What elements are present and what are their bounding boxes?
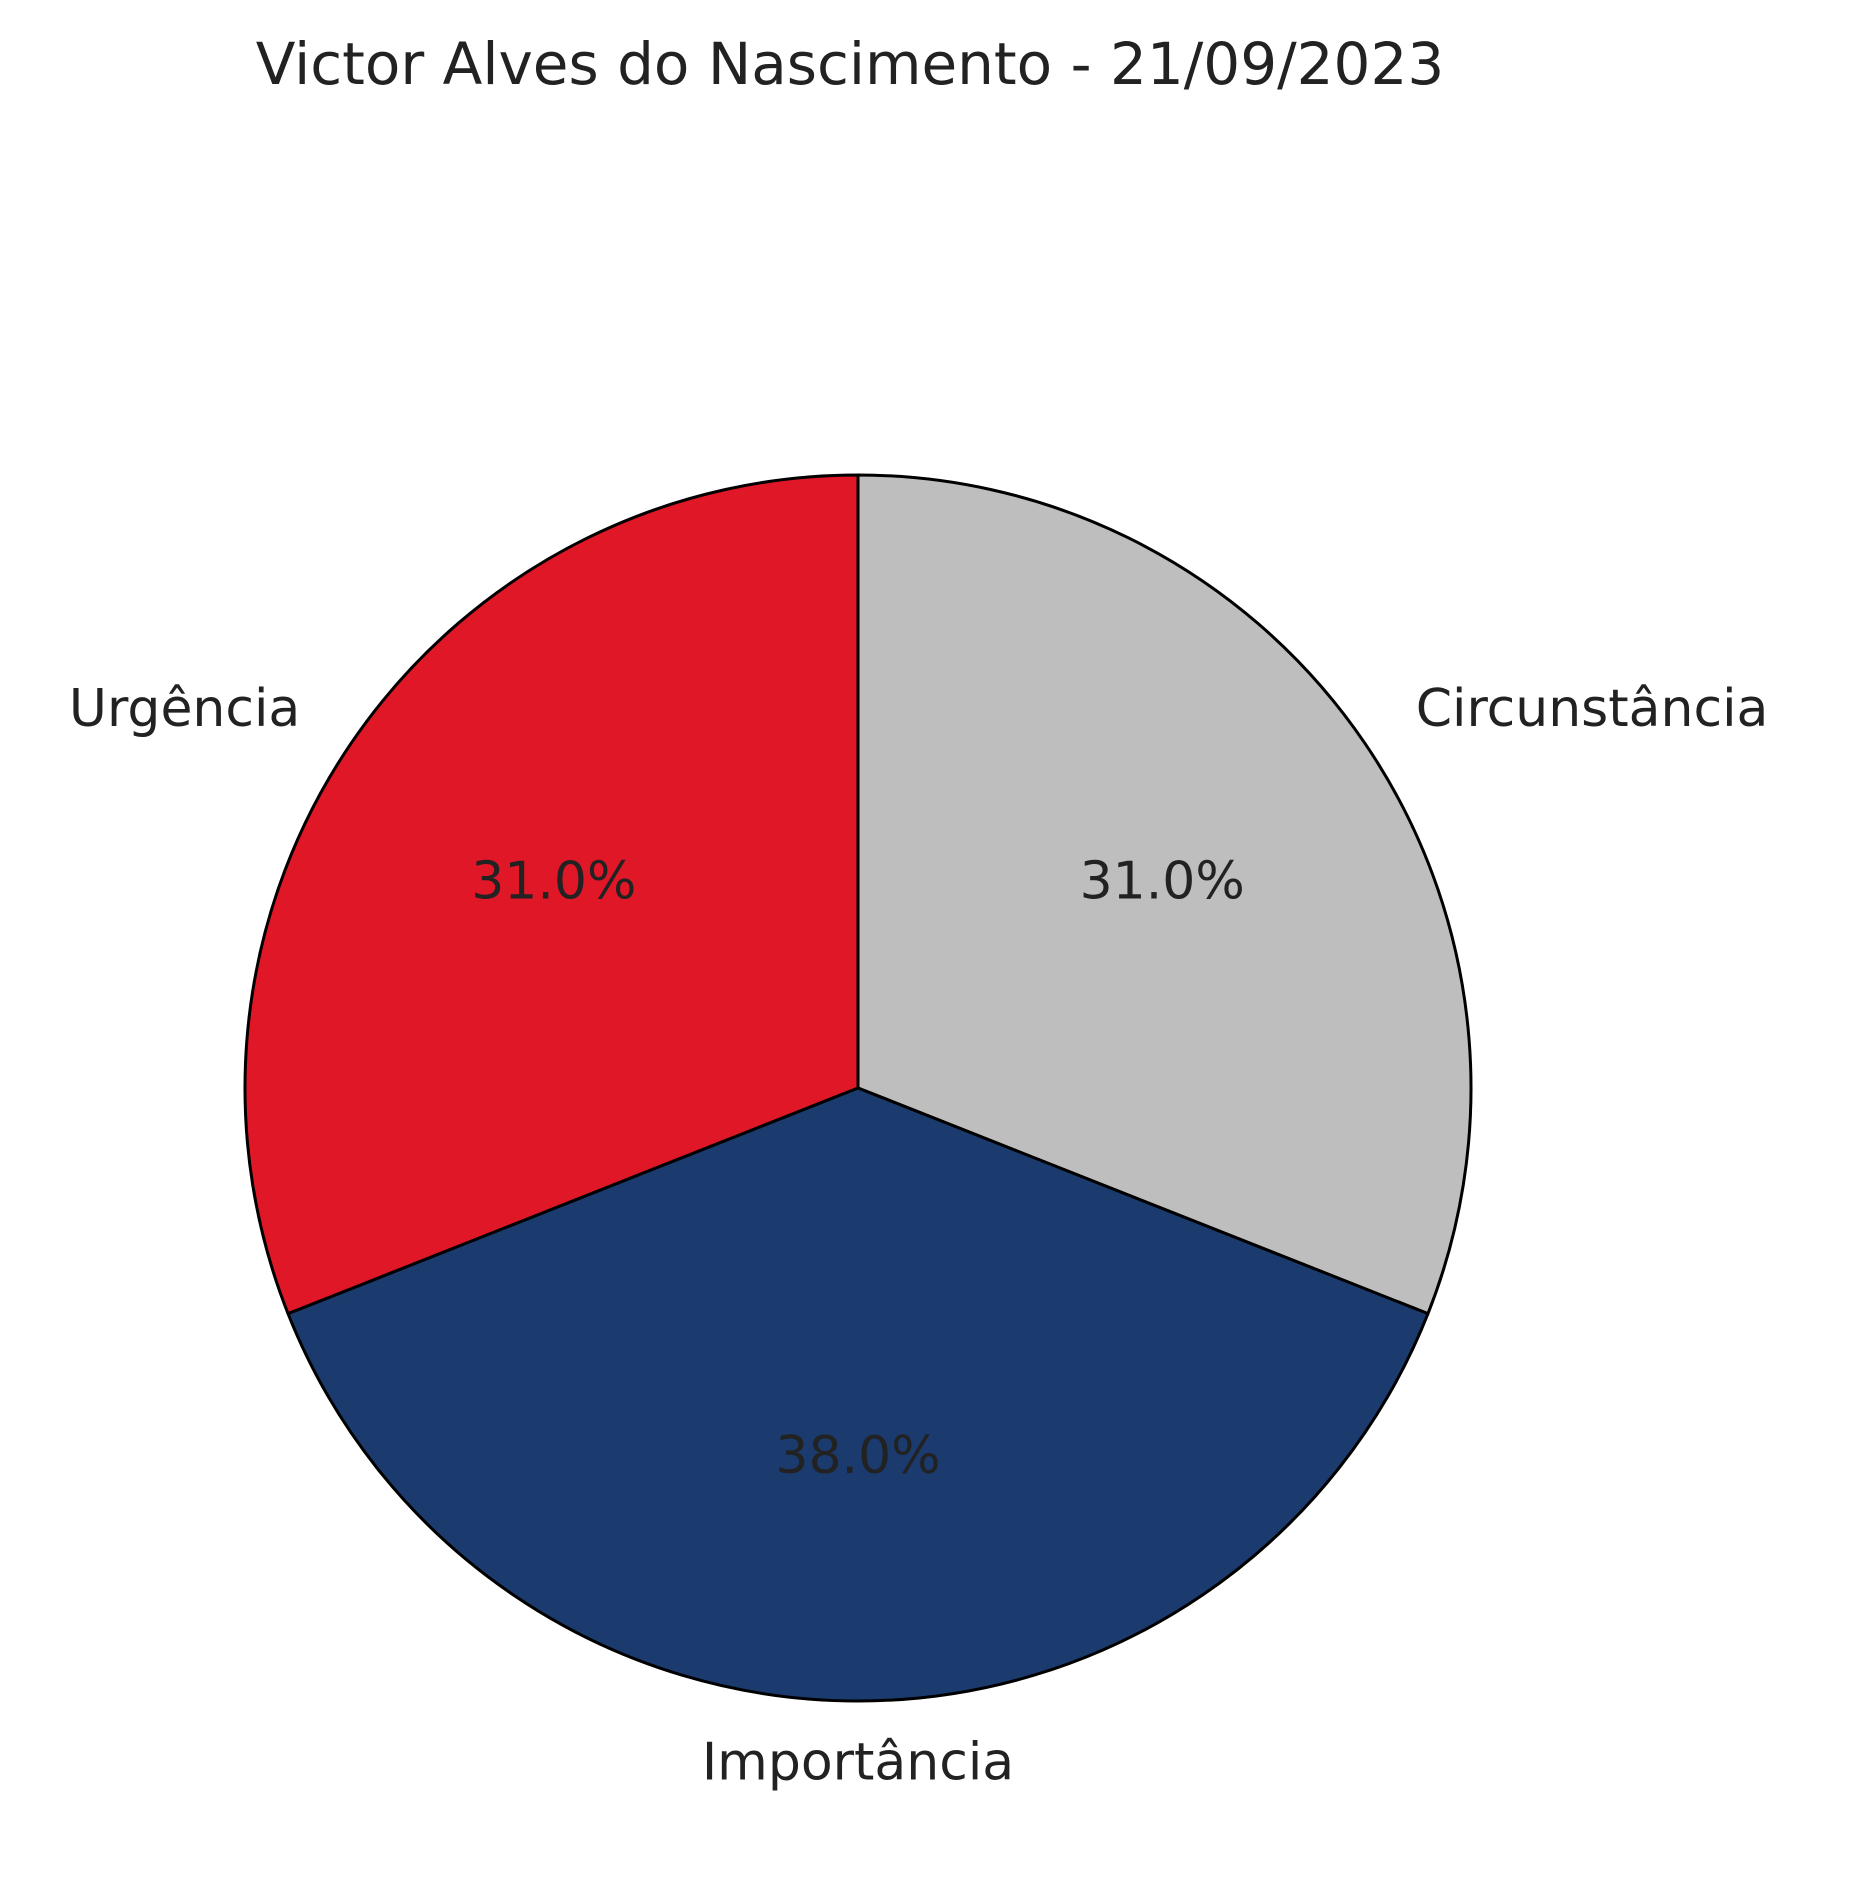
pct-label-circunstancia: 31.0% [1080, 851, 1245, 911]
slice-label-importancia: Importância [702, 1732, 1014, 1792]
pie-slices [243, 473, 1473, 1703]
pct-label-urgencia: 31.0% [471, 851, 636, 911]
slice-label-circunstancia: Circunstância [1416, 679, 1769, 739]
chart-title: Victor Alves do Nascimento - 21/09/2023 [256, 30, 1445, 98]
pie-slice-importancia [286, 1086, 1430, 1703]
pie-slice-urgencia [243, 473, 860, 1316]
pie-slice-circunstancia [856, 473, 1473, 1316]
percentage-labels: 31.0% 38.0% 31.0% [471, 851, 1245, 1486]
pct-label-importancia: 38.0% [775, 1426, 940, 1486]
slice-label-urgencia: Urgência [69, 679, 300, 739]
slice-labels: Circunstância Importância Urgência [69, 679, 1768, 1792]
